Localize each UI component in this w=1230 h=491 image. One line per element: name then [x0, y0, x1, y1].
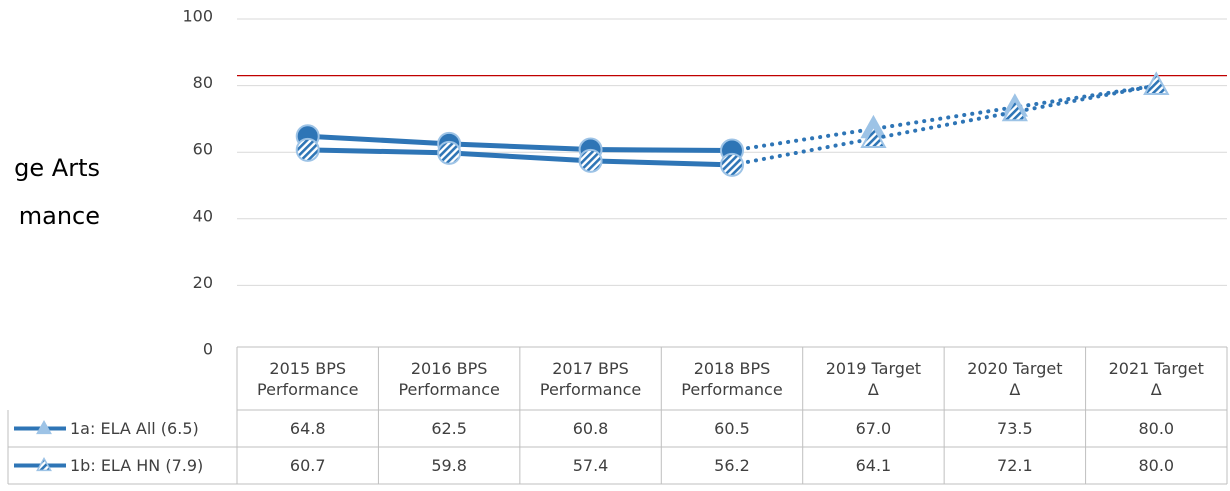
marker — [860, 124, 887, 148]
marker — [1143, 71, 1170, 95]
marker — [1001, 97, 1028, 122]
marker — [295, 137, 320, 162]
series-line — [305, 133, 735, 154]
marker — [720, 152, 744, 177]
y-tick-label: 0 — [203, 340, 213, 359]
marker — [437, 140, 462, 165]
value-label: 73.5 — [997, 419, 1033, 438]
chart-title: ge Arts — [14, 154, 100, 182]
legend-label: 1a: ELA All (6.5) — [70, 419, 199, 438]
chart-title: mance — [18, 202, 100, 230]
series-line — [305, 147, 735, 168]
value-label: 60.8 — [572, 419, 609, 438]
value-label: 56.2 — [714, 456, 750, 475]
category-label: 2019 Target Δ — [825, 358, 922, 399]
value-label: 64.8 — [289, 419, 326, 438]
legend-label: 1b: ELA HN (7.9) — [70, 456, 204, 475]
category-label: 2017 BPS Performance — [539, 358, 642, 399]
y-tick-label: 100 — [182, 7, 213, 26]
category-label: 2020 Target Δ — [967, 358, 1063, 399]
legend-marker — [36, 456, 52, 472]
value-label: 80.0 — [1138, 419, 1175, 438]
value-label: 57.4 — [572, 456, 609, 475]
value-label: 60.5 — [714, 419, 750, 438]
projection-line — [730, 83, 1159, 153]
y-tick-label: 60 — [193, 140, 213, 159]
value-label: 72.1 — [997, 456, 1033, 475]
value-label: 80.0 — [1138, 456, 1175, 475]
value-label: 67.0 — [855, 419, 892, 438]
value-label: 59.8 — [431, 456, 467, 475]
category-label: 2016 BPS Performance — [398, 358, 500, 399]
category-label: 2015 BPS Performance — [257, 358, 359, 399]
value-label: 60.7 — [289, 456, 326, 475]
y-tick-label: 20 — [193, 273, 213, 292]
category-label: 2021 Target Δ — [1108, 358, 1204, 399]
legend-marker — [36, 419, 52, 435]
projection-line — [730, 83, 1159, 167]
value-label: 64.1 — [855, 456, 892, 475]
marker — [578, 148, 603, 173]
y-tick-label: 80 — [193, 73, 213, 92]
category-label: 2018 BPS Performance — [681, 358, 783, 399]
value-label: 62.5 — [431, 419, 467, 438]
y-tick-label: 40 — [193, 206, 213, 225]
